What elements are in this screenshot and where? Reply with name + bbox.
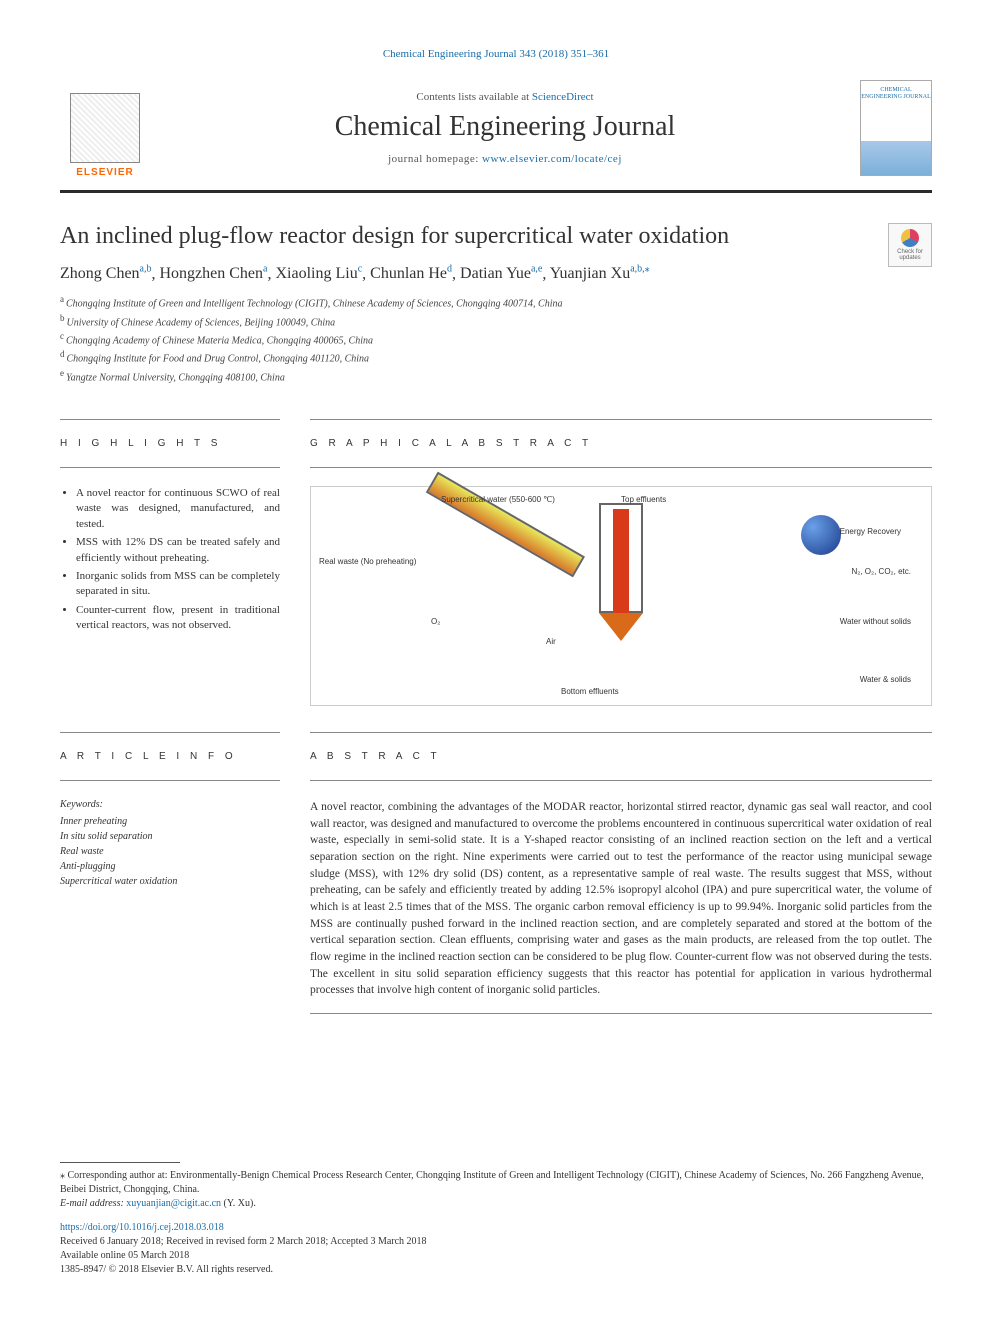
keywords-label: Keywords:	[60, 799, 280, 810]
highlight-item: Inorganic solids from MSS can be complet…	[76, 569, 280, 600]
article-info-label: A R T I C L E I N F O	[60, 751, 280, 762]
masthead: ELSEVIER Contents lists available at Sci…	[60, 78, 932, 193]
ga-label-energy: Energy Recovery	[840, 527, 901, 536]
copyright-line: 1385-8947/ © 2018 Elsevier B.V. All righ…	[60, 1263, 932, 1277]
highlight-item: Counter-current flow, present in traditi…	[76, 603, 280, 634]
ga-label-topeff: Top effluents	[621, 495, 666, 504]
divider	[60, 419, 280, 420]
article-title: An inclined plug-flow reactor design for…	[60, 223, 932, 250]
author: Zhong Chena,b	[60, 265, 152, 282]
affiliation: eYangtze Normal University, Chongqing 40…	[60, 367, 932, 385]
affiliation: bUniversity of Chinese Academy of Scienc…	[60, 312, 932, 330]
footnote-rule	[60, 1162, 180, 1163]
email-suffix: (Y. Xu).	[221, 1198, 256, 1209]
energy-recovery-icon	[801, 515, 841, 555]
author: Hongzhen Chena	[160, 265, 268, 282]
email-label: E-mail address:	[60, 1198, 126, 1209]
masthead-center: Contents lists available at ScienceDirec…	[150, 91, 860, 165]
graphical-abstract-column: G R A P H I C A L A B S T R A C T Superc…	[310, 401, 932, 706]
highlights-list: A novel reactor for continuous SCWO of r…	[60, 486, 280, 634]
divider	[310, 780, 932, 781]
available-online: Available online 05 March 2018	[60, 1249, 932, 1263]
reactor-funnel-icon	[599, 613, 643, 641]
highlights-row: H I G H L I G H T S A novel reactor for …	[60, 401, 932, 706]
page: Chemical Engineering Journal 343 (2018) …	[0, 0, 992, 1317]
ga-label-air: Air	[546, 637, 556, 646]
keyword: Real waste	[60, 844, 280, 859]
running-citation: Chemical Engineering Journal 343 (2018) …	[60, 48, 932, 60]
journal-homepage-link[interactable]: www.elsevier.com/locate/cej	[482, 153, 622, 165]
journal-name: Chemical Engineering Journal	[170, 111, 840, 143]
affiliation: dChongqing Institute for Food and Drug C…	[60, 348, 932, 366]
keyword: Inner preheating	[60, 814, 280, 829]
divider	[60, 780, 280, 781]
highlight-item: A novel reactor for continuous SCWO of r…	[76, 486, 280, 532]
crossmark-icon	[901, 229, 919, 247]
divider	[310, 467, 932, 468]
abstract-row: A R T I C L E I N F O Keywords: Inner pr…	[60, 714, 932, 1032]
keyword: Anti-plugging	[60, 859, 280, 874]
reactor-inner-icon	[613, 509, 629, 613]
ga-label-realwaste: Real waste (No preheating)	[319, 557, 416, 566]
abstract-text: A novel reactor, combining the advantage…	[310, 799, 932, 999]
keyword: Supercritical water oxidation	[60, 874, 280, 889]
divider	[310, 419, 932, 420]
affiliation-list: aChongqing Institute of Green and Intell…	[60, 293, 932, 385]
abstract-column: A B S T R A C T A novel reactor, combini…	[310, 714, 932, 1032]
check-updates-badge[interactable]: Check for updates	[888, 223, 932, 267]
ga-label-bottomeff: Bottom effluents	[561, 687, 619, 696]
check-updates-label: Check for updates	[889, 249, 931, 261]
ga-label-gases: N₂, O₂, CO₂, etc.	[851, 567, 911, 576]
reactor-incline-icon	[426, 472, 585, 578]
divider	[310, 1013, 932, 1014]
ga-label-waternosolid: Water without solids	[840, 617, 911, 626]
divider	[60, 467, 280, 468]
elsevier-tree-icon	[70, 93, 140, 163]
publisher-logo[interactable]: ELSEVIER	[60, 78, 150, 178]
divider	[310, 732, 932, 733]
affiliation: aChongqing Institute of Green and Intell…	[60, 293, 932, 311]
keyword: In situ solid separation	[60, 829, 280, 844]
abstract-label: A B S T R A C T	[310, 751, 932, 762]
highlight-item: MSS with 12% DS can be treated safely an…	[76, 535, 280, 566]
cover-art	[861, 141, 931, 175]
article-info-column: A R T I C L E I N F O Keywords: Inner pr…	[60, 714, 280, 1032]
doi-line: https://doi.org/10.1016/j.cej.2018.03.01…	[60, 1221, 932, 1235]
doi-link[interactable]: https://doi.org/10.1016/j.cej.2018.03.01…	[60, 1222, 224, 1233]
affiliation: cChongqing Academy of Chinese Materia Me…	[60, 330, 932, 348]
email-line: E-mail address: xuyuanjian@cigit.ac.cn (…	[60, 1197, 932, 1211]
ga-label-o2: O₂	[431, 617, 440, 626]
highlights-label: H I G H L I G H T S	[60, 438, 280, 449]
homepage-prefix: journal homepage:	[388, 153, 482, 165]
journal-cover-thumbnail[interactable]: CHEMICAL ENGINEERING JOURNAL	[860, 80, 932, 176]
contents-prefix: Contents lists available at	[416, 91, 531, 103]
article-history: Received 6 January 2018; Received in rev…	[60, 1235, 932, 1249]
article-header: Check for updates An inclined plug-flow …	[60, 223, 932, 385]
author: Xiaoling Liuc	[275, 265, 362, 282]
author: Chunlan Hed	[370, 265, 452, 282]
graphical-abstract-figure: Supercritical water (550-600 ℃) Real was…	[310, 486, 932, 706]
author-list: Zhong Chena,b, Hongzhen Chena, Xiaoling …	[60, 264, 932, 283]
publisher-name: ELSEVIER	[76, 167, 133, 178]
journal-homepage-line: journal homepage: www.elsevier.com/locat…	[170, 153, 840, 165]
author: Datian Yuea,e	[460, 265, 542, 282]
corresponding-email-link[interactable]: xuyuanjian@cigit.ac.cn	[126, 1198, 221, 1209]
divider	[60, 732, 280, 733]
corresponding-author-note: ⁎ Corresponding author at: Environmental…	[60, 1169, 932, 1197]
ga-label-sw: Supercritical water (550-600 ℃)	[441, 495, 555, 504]
author: Yuanjian Xua,b,⁎	[550, 265, 650, 282]
highlights-column: H I G H L I G H T S A novel reactor for …	[60, 401, 280, 706]
ga-label-watersolids: Water & solids	[860, 675, 911, 684]
page-footer: ⁎ Corresponding author at: Environmental…	[60, 1162, 932, 1277]
graphical-abstract-label: G R A P H I C A L A B S T R A C T	[310, 438, 932, 449]
cover-title: CHEMICAL ENGINEERING JOURNAL	[861, 81, 931, 141]
sciencedirect-link[interactable]: ScienceDirect	[532, 91, 594, 103]
contents-available-line: Contents lists available at ScienceDirec…	[170, 91, 840, 103]
